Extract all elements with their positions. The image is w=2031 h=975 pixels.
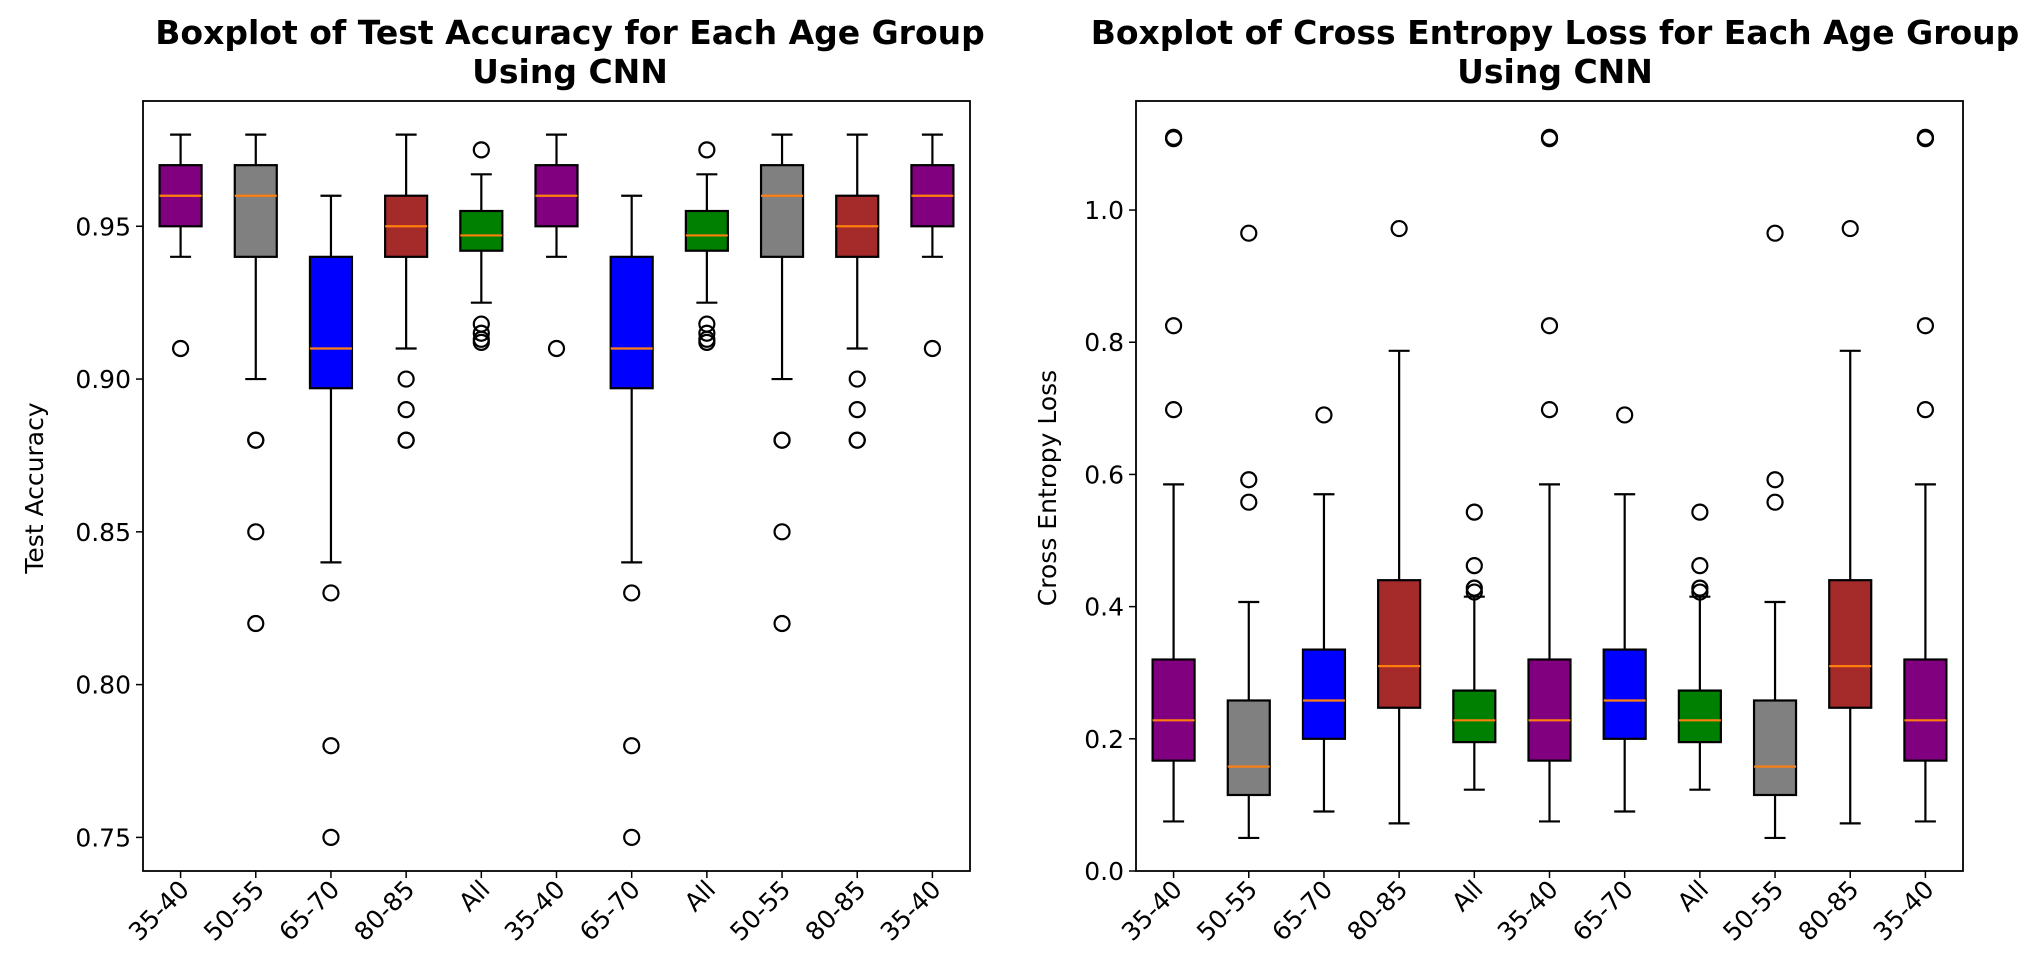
loss-axes-frame [1135, 100, 1964, 872]
loss-chart-title-line2: Using CNN [1457, 52, 1653, 91]
accuracy-outlier-point [472, 141, 490, 159]
loss-outlier-point [1164, 317, 1183, 335]
accuracy-outlier-point [247, 614, 265, 633]
accuracy-box-All [459, 209, 504, 252]
accuracy-y-tick-label: 0.80 [75, 671, 131, 700]
accuracy-outlier-point [547, 339, 566, 358]
loss-box-35-40 [1151, 658, 1196, 762]
accuracy-box-65-70 [308, 255, 354, 390]
loss-box-50-55 [1226, 699, 1271, 797]
loss-y-tick-label: 0.4 [1084, 593, 1124, 622]
loss-outlier-point [1766, 493, 1784, 511]
loss-box-65-70 [1301, 648, 1347, 740]
accuracy-box-50-55 [233, 164, 278, 258]
loss-outlier-point [1540, 130, 1559, 148]
accuracy-outlier-point [623, 828, 641, 846]
loss-outlier-point [1315, 406, 1333, 424]
loss-outlier-point [1164, 130, 1183, 148]
loss-outlier-point [1691, 557, 1709, 575]
loss-outlier-point [1916, 317, 1935, 335]
accuracy-outlier-point [397, 401, 415, 419]
accuracy-outlier-point [322, 737, 340, 755]
accuracy-outlier-point [472, 333, 490, 351]
accuracy-y-tick-label: 0.75 [75, 823, 131, 852]
accuracy-outlier-point [848, 401, 866, 419]
accuracy-outlier-point [698, 141, 716, 159]
accuracy-outlier-point [397, 370, 415, 388]
loss-box-80-85 [1828, 579, 1873, 709]
loss-outlier-point [1240, 493, 1258, 511]
loss-outlier-point [1766, 471, 1784, 489]
accuracy-outlier-point [623, 737, 641, 755]
loss-outlier-point [1240, 471, 1258, 489]
loss-outlier-point [1465, 583, 1483, 601]
accuracy-box-50-55 [759, 164, 805, 258]
loss-box-35-40 [1527, 658, 1572, 762]
loss-outlier-point [1465, 557, 1483, 575]
accuracy-outlier-point [171, 339, 190, 358]
accuracy-outlier-point [322, 828, 340, 846]
loss-outlier-point [1240, 224, 1258, 242]
loss-y-tick-label: 0.0 [1084, 857, 1124, 886]
accuracy-y-axis-label: Test Accuracy [20, 402, 49, 575]
loss-outlier-point [1841, 219, 1859, 238]
accuracy-outlier-point [247, 523, 265, 541]
accuracy-outlier-point [848, 370, 866, 388]
accuracy-box-All [684, 209, 729, 252]
loss-outlier-point [1616, 406, 1634, 424]
loss-chart-title-line1: Boxplot of Cross Entropy Loss for Each A… [1091, 13, 2020, 52]
accuracy-outlier-point [247, 431, 265, 449]
loss-y-tick-label: 1.0 [1084, 196, 1124, 225]
loss-box-All [1677, 689, 1722, 744]
loss-outlier-point [1766, 224, 1784, 242]
accuracy-outlier-point [698, 324, 716, 342]
loss-box-50-55 [1752, 699, 1798, 797]
loss-outlier-point [1390, 219, 1408, 238]
accuracy-outlier-point [923, 339, 942, 358]
loss-y-tick-label: 0.8 [1084, 328, 1124, 357]
accuracy-outlier-point [698, 333, 716, 351]
accuracy-outlier-point [848, 431, 866, 449]
accuracy-outlier-point [397, 431, 415, 449]
loss-outlier-point [1691, 503, 1709, 521]
loss-y-tick-label: 0.2 [1084, 725, 1124, 754]
loss-outlier-point [1540, 401, 1559, 419]
loss-box-All [1452, 689, 1497, 744]
loss-y-tick-label: 0.6 [1084, 460, 1124, 489]
accuracy-outlier-point [322, 584, 340, 602]
accuracy-y-tick-label: 0.90 [75, 365, 131, 394]
loss-outlier-point [1916, 401, 1935, 419]
accuracy-outlier-point [773, 523, 791, 541]
loss-outlier-point [1164, 401, 1183, 419]
accuracy-y-tick-label: 0.85 [75, 518, 131, 547]
loss-outlier-point [1540, 317, 1559, 335]
loss-outlier-point [1916, 130, 1935, 148]
loss-y-axis-label: Cross Entropy Loss [1033, 370, 1062, 606]
accuracy-outlier-point [773, 614, 791, 633]
accuracy-outlier-point [773, 431, 791, 449]
loss-outlier-point [1691, 583, 1709, 601]
accuracy-chart-title-line2: Using CNN [472, 52, 668, 91]
accuracy-outlier-point [472, 324, 490, 342]
accuracy-outlier-point [623, 584, 641, 602]
loss-box-80-85 [1377, 579, 1422, 709]
accuracy-box-65-70 [609, 255, 654, 390]
loss-box-35-40 [1903, 658, 1948, 762]
loss-box-65-70 [1602, 648, 1647, 740]
loss-outlier-point [1465, 503, 1483, 521]
accuracy-axes-frame [142, 100, 971, 872]
accuracy-y-tick-label: 0.95 [75, 212, 131, 241]
accuracy-chart-title-line1: Boxplot of Test Accuracy for Each Age Gr… [155, 13, 985, 52]
